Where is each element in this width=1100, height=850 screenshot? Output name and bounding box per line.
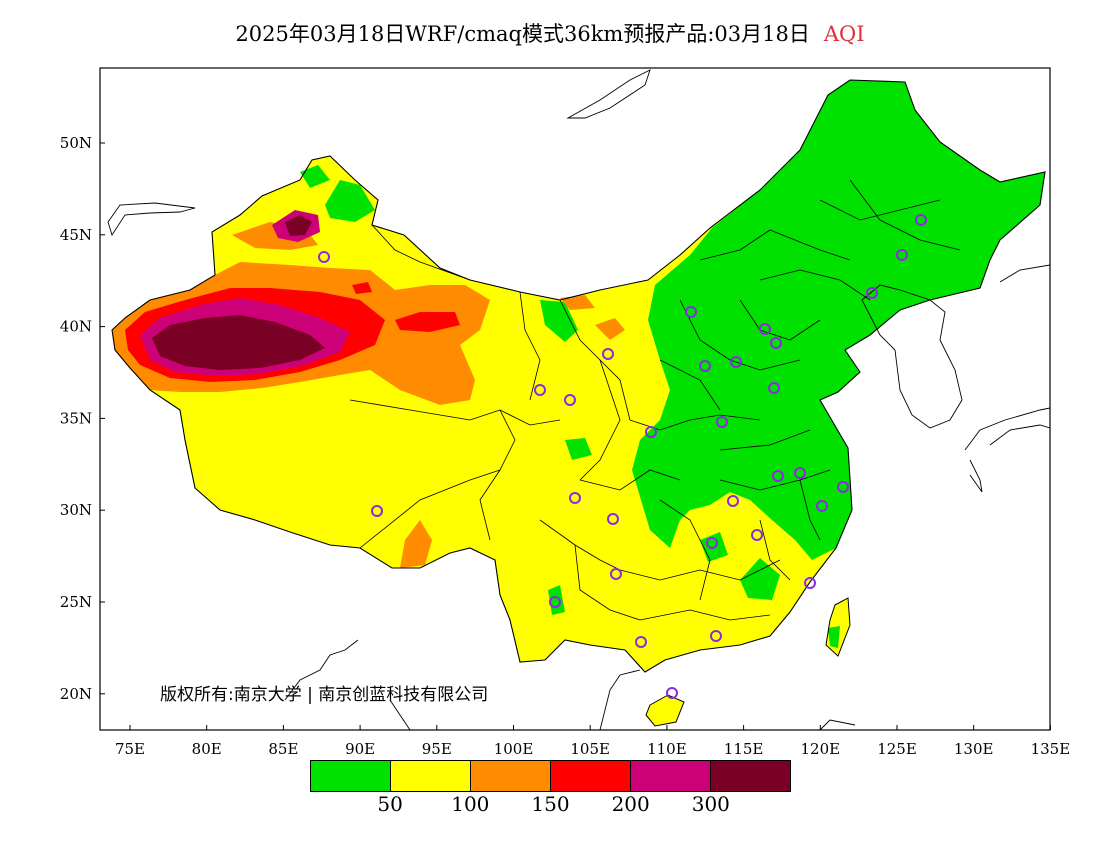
x-tick-label: 110E <box>647 740 687 758</box>
y-tick-label: 30N <box>60 501 92 519</box>
x-tick-label: 80E <box>192 740 222 758</box>
title-variable: AQI <box>823 22 865 46</box>
station-marker <box>371 505 383 517</box>
x-tick-label: 115E <box>724 740 764 758</box>
green-patch-sw <box>548 585 565 615</box>
station-marker <box>635 636 647 648</box>
green-patch-sc <box>565 438 592 460</box>
station-marker <box>794 467 806 479</box>
legend-label: 300 <box>691 792 730 816</box>
station-marker <box>816 500 828 512</box>
taiwan-green <box>828 626 840 648</box>
legend-swatch <box>631 761 711 791</box>
station-marker <box>768 382 780 394</box>
title-text: 2025年03月18日WRF/cmaq模式36km预报产品:03月18日 <box>235 22 810 46</box>
station-marker <box>751 529 763 541</box>
x-tick-label: 75E <box>115 740 145 758</box>
legend-swatch <box>551 761 631 791</box>
station-marker <box>564 394 576 406</box>
taiwan-outline <box>825 597 851 657</box>
x-tick-label: 100E <box>494 740 534 758</box>
y-axis: 50N 45N 40N 35N 30N 25N 20N <box>60 134 105 703</box>
station-marker <box>866 287 878 299</box>
copyright-notice: 版权所有:南京大学 | 南京创蓝科技有限公司 <box>160 685 489 705</box>
station-marker <box>685 306 697 318</box>
legend-label: 50 <box>377 792 403 816</box>
y-tick-label: 45N <box>60 226 92 244</box>
green-east <box>632 80 1045 560</box>
red-patch-east <box>395 312 460 332</box>
station-marker <box>837 481 849 493</box>
green-patch-central <box>540 300 578 342</box>
x-tick-label: 105E <box>570 740 610 758</box>
station-marker <box>666 687 678 699</box>
y-tick-label: 50N <box>60 134 92 152</box>
x-tick-label: 120E <box>801 740 841 758</box>
legend-label: 100 <box>451 792 490 816</box>
monitoring-stations <box>318 214 927 699</box>
red-patch-turpan <box>352 282 372 294</box>
green-patch-nw <box>325 180 375 222</box>
legend-label: 200 <box>611 792 650 816</box>
maroon-dzungaria <box>285 215 312 236</box>
map-layers <box>107 69 1050 730</box>
station-marker <box>607 513 619 525</box>
station-marker <box>804 577 816 589</box>
x-tick-label: 85E <box>268 740 298 758</box>
hainan-island <box>646 695 684 726</box>
station-marker <box>896 249 908 261</box>
x-tick-label: 135E <box>1031 740 1071 758</box>
station-marker <box>602 348 614 360</box>
orange-patch-hexi <box>560 295 595 310</box>
station-marker <box>770 337 782 349</box>
x-tick-label: 130E <box>954 740 994 758</box>
x-tick-label: 90E <box>345 740 375 758</box>
station-marker <box>759 323 771 335</box>
green-patch-north <box>300 165 330 188</box>
x-tick-label: 125E <box>877 740 917 758</box>
y-tick-label: 20N <box>60 685 92 703</box>
y-tick-label: 35N <box>60 409 92 427</box>
station-marker <box>699 360 711 372</box>
map-title: 2025年03月18日WRF/cmaq模式36km预报产品:03月18日 AQI <box>0 18 1100 48</box>
green-patch-south <box>740 558 780 600</box>
station-marker <box>716 416 728 428</box>
orange-patch-tibet <box>400 520 432 568</box>
station-marker <box>730 356 742 368</box>
legend-swatch <box>391 761 471 791</box>
station-marker <box>710 630 722 642</box>
station-marker <box>915 214 927 226</box>
station-marker <box>706 537 718 549</box>
y-tick-label: 25N <box>60 593 92 611</box>
legend-swatch <box>711 761 790 791</box>
station-marker <box>610 568 622 580</box>
y-tick-label: 40N <box>60 318 92 336</box>
neighbour-coastlines <box>107 69 1050 730</box>
x-axis: 75E 80E 85E 90E 95E 100E 105E 110E 115E 120E 125E 1… <box>115 725 1070 758</box>
x-tick-label: 95E <box>422 740 452 758</box>
legend-swatch <box>471 761 551 791</box>
station-marker <box>534 384 546 396</box>
station-marker <box>772 470 784 482</box>
station-marker <box>645 426 657 438</box>
station-marker <box>318 251 330 263</box>
legend-swatch <box>311 761 391 791</box>
maroon-tarim <box>152 315 325 370</box>
station-marker <box>727 495 739 507</box>
station-marker <box>549 596 561 608</box>
china-border <box>111 79 1046 673</box>
aqi-legend <box>310 760 791 792</box>
station-marker <box>569 492 581 504</box>
legend-label: 150 <box>531 792 570 816</box>
map-frame <box>99 67 1051 731</box>
orange-patch-gansu <box>595 318 625 340</box>
